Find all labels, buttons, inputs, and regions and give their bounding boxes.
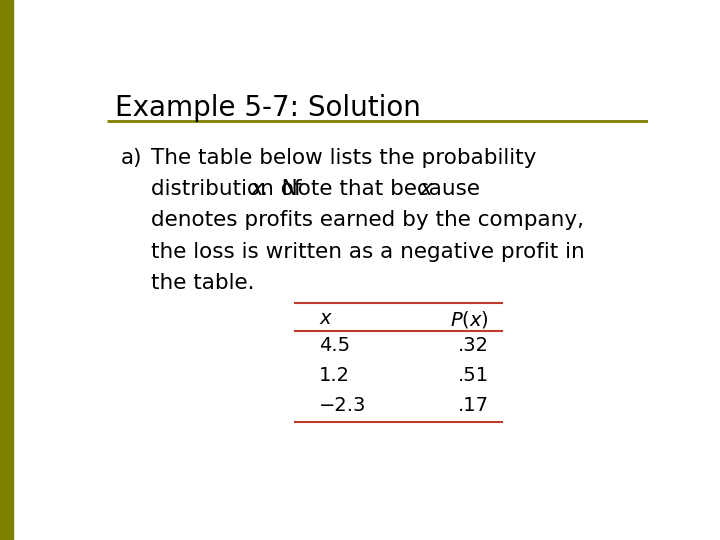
- Text: a): a): [121, 148, 142, 168]
- Text: 1.2: 1.2: [319, 366, 350, 385]
- Text: Example 5-7: Solution: Example 5-7: Solution: [115, 94, 421, 122]
- Text: $x$: $x$: [319, 309, 333, 328]
- Text: distribution of: distribution of: [151, 179, 309, 199]
- Text: .  Note that because: . Note that because: [261, 179, 487, 199]
- Text: .17: .17: [458, 396, 489, 415]
- Text: 4.5: 4.5: [319, 336, 350, 355]
- Text: .51: .51: [458, 366, 489, 385]
- Text: .32: .32: [458, 336, 489, 355]
- Text: The table below lists the probability: The table below lists the probability: [151, 148, 536, 168]
- Text: denotes profits earned by the company,: denotes profits earned by the company,: [151, 210, 585, 231]
- Text: $P(x)$: $P(x)$: [450, 309, 489, 330]
- Text: −2.3: −2.3: [319, 396, 366, 415]
- Text: x: x: [420, 179, 433, 199]
- Text: x: x: [251, 179, 264, 199]
- Text: the loss is written as a negative profit in: the loss is written as a negative profit…: [151, 241, 585, 261]
- Text: the table.: the table.: [151, 273, 255, 293]
